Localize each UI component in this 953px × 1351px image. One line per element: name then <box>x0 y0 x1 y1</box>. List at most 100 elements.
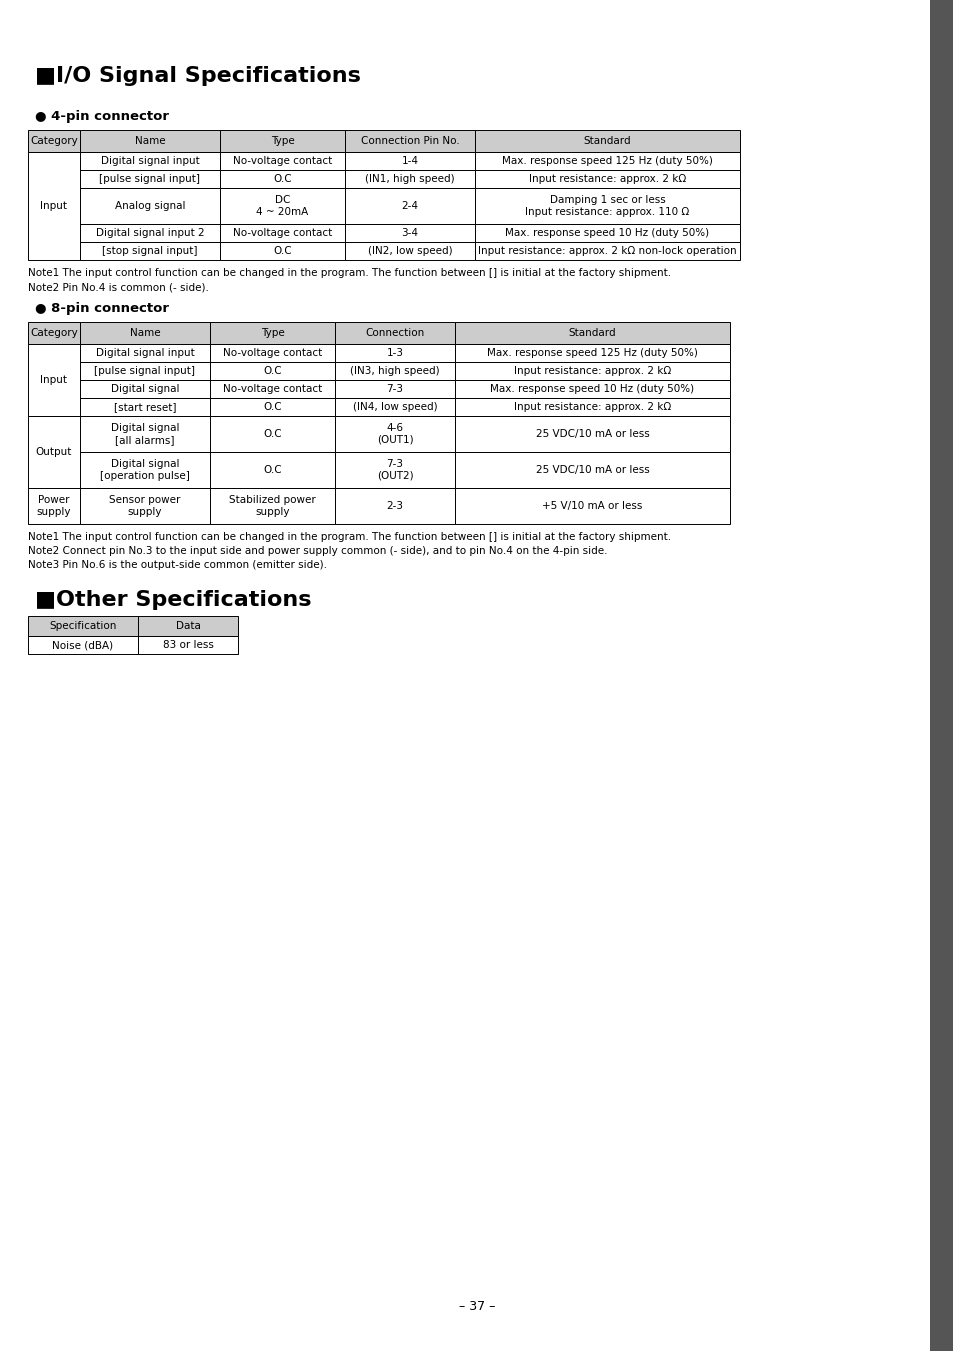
Bar <box>455 488 729 524</box>
Text: Analog signal: Analog signal <box>114 201 185 211</box>
Text: No-voltage contact: No-voltage contact <box>223 384 322 394</box>
Text: Type: Type <box>271 136 294 146</box>
Bar <box>455 453 729 488</box>
Bar <box>28 616 138 636</box>
Bar <box>80 399 210 416</box>
Bar <box>210 399 335 416</box>
Bar <box>28 636 138 654</box>
Bar <box>455 322 729 345</box>
Bar <box>28 130 80 153</box>
Text: [pulse signal input]: [pulse signal input] <box>94 366 195 376</box>
Text: [pulse signal input]: [pulse signal input] <box>99 174 200 184</box>
Bar <box>80 224 220 242</box>
Text: Max. response speed 125 Hz (duty 50%): Max. response speed 125 Hz (duty 50%) <box>487 349 698 358</box>
Text: Digital signal
[operation pulse]: Digital signal [operation pulse] <box>100 459 190 481</box>
Text: Digital signal input: Digital signal input <box>100 155 199 166</box>
Text: Max. response speed 10 Hz (duty 50%): Max. response speed 10 Hz (duty 50%) <box>490 384 694 394</box>
Bar <box>80 242 220 259</box>
Text: 25 VDC/10 mA or less: 25 VDC/10 mA or less <box>535 430 649 439</box>
Text: Digital signal input 2: Digital signal input 2 <box>95 228 204 238</box>
Text: Data: Data <box>175 621 200 631</box>
Text: O.C: O.C <box>263 403 281 412</box>
Text: 2-4: 2-4 <box>401 201 418 211</box>
Text: 2-3: 2-3 <box>386 501 403 511</box>
Bar <box>929 0 953 1351</box>
Bar <box>345 242 475 259</box>
Text: Digital signal input: Digital signal input <box>95 349 194 358</box>
Text: Input resistance: approx. 2 kΩ: Input resistance: approx. 2 kΩ <box>528 174 685 184</box>
Text: Output: Output <box>36 447 72 457</box>
Text: 83 or less: 83 or less <box>162 640 213 650</box>
Bar <box>28 345 80 416</box>
Text: Noise (dBA): Noise (dBA) <box>52 640 113 650</box>
Text: Digital signal: Digital signal <box>111 384 179 394</box>
Bar <box>335 399 455 416</box>
Text: Stabilized power
supply: Stabilized power supply <box>229 496 315 517</box>
Bar <box>475 242 740 259</box>
Bar <box>220 242 345 259</box>
Text: (IN4, low speed): (IN4, low speed) <box>353 403 436 412</box>
Bar <box>335 453 455 488</box>
Bar <box>475 170 740 188</box>
Text: 7-3: 7-3 <box>386 384 403 394</box>
Text: 7-3
(OUT2): 7-3 (OUT2) <box>376 459 413 481</box>
Bar <box>210 380 335 399</box>
Text: Input resistance: approx. 2 kΩ non-lock operation: Input resistance: approx. 2 kΩ non-lock … <box>477 246 736 255</box>
Text: Note2 Pin No.4 is common (- side).: Note2 Pin No.4 is common (- side). <box>28 282 209 292</box>
Bar <box>475 188 740 224</box>
Bar <box>80 362 210 380</box>
Text: Input resistance: approx. 2 kΩ: Input resistance: approx. 2 kΩ <box>514 366 670 376</box>
Text: Specifications: Specifications <box>936 632 946 720</box>
Bar <box>335 416 455 453</box>
Bar <box>475 153 740 170</box>
Text: O.C: O.C <box>273 246 292 255</box>
Text: Connection Pin No.: Connection Pin No. <box>360 136 459 146</box>
Text: ● 8-pin connector: ● 8-pin connector <box>35 303 169 315</box>
Text: +5 V/10 mA or less: +5 V/10 mA or less <box>541 501 642 511</box>
Text: Category: Category <box>30 136 78 146</box>
Text: Note3 Pin No.6 is the output-side common (emitter side).: Note3 Pin No.6 is the output-side common… <box>28 561 327 570</box>
Bar <box>345 130 475 153</box>
Text: O.C: O.C <box>263 430 281 439</box>
Bar <box>80 188 220 224</box>
Text: Name: Name <box>130 328 160 338</box>
Bar <box>210 345 335 362</box>
Bar <box>80 170 220 188</box>
Bar <box>80 153 220 170</box>
Bar <box>220 224 345 242</box>
Text: Name: Name <box>134 136 165 146</box>
Text: Damping 1 sec or less
Input resistance: approx. 110 Ω: Damping 1 sec or less Input resistance: … <box>525 195 689 216</box>
Bar <box>210 322 335 345</box>
Text: 3-4: 3-4 <box>401 228 418 238</box>
Bar <box>220 170 345 188</box>
Text: Input: Input <box>40 201 68 211</box>
Bar <box>80 416 210 453</box>
Bar <box>345 153 475 170</box>
Text: O.C: O.C <box>263 366 281 376</box>
Text: (IN2, low speed): (IN2, low speed) <box>367 246 452 255</box>
Bar <box>80 380 210 399</box>
Bar <box>455 380 729 399</box>
Bar <box>455 345 729 362</box>
Bar <box>220 130 345 153</box>
Text: Connection: Connection <box>365 328 424 338</box>
Text: ● 4-pin connector: ● 4-pin connector <box>35 109 169 123</box>
Text: No-voltage contact: No-voltage contact <box>223 349 322 358</box>
Bar <box>345 188 475 224</box>
Text: ■I/O Signal Specifications: ■I/O Signal Specifications <box>35 66 360 86</box>
Text: Max. response speed 10 Hz (duty 50%): Max. response speed 10 Hz (duty 50%) <box>505 228 709 238</box>
Bar <box>335 380 455 399</box>
Bar <box>28 153 80 259</box>
Text: Input resistance: approx. 2 kΩ: Input resistance: approx. 2 kΩ <box>514 403 670 412</box>
Text: Note2 Connect pin No.3 to the input side and power supply common (- side), and t: Note2 Connect pin No.3 to the input side… <box>28 546 607 557</box>
Bar <box>210 453 335 488</box>
Text: DC
4 ~ 20mA: DC 4 ~ 20mA <box>256 195 309 216</box>
Bar <box>80 130 220 153</box>
Bar <box>210 362 335 380</box>
Text: – 37 –: – 37 – <box>458 1300 495 1313</box>
Bar <box>455 399 729 416</box>
Text: Note1 The input control function can be changed in the program. The function bet: Note1 The input control function can be … <box>28 532 670 542</box>
Bar <box>335 322 455 345</box>
Bar <box>210 416 335 453</box>
Bar <box>28 416 80 488</box>
